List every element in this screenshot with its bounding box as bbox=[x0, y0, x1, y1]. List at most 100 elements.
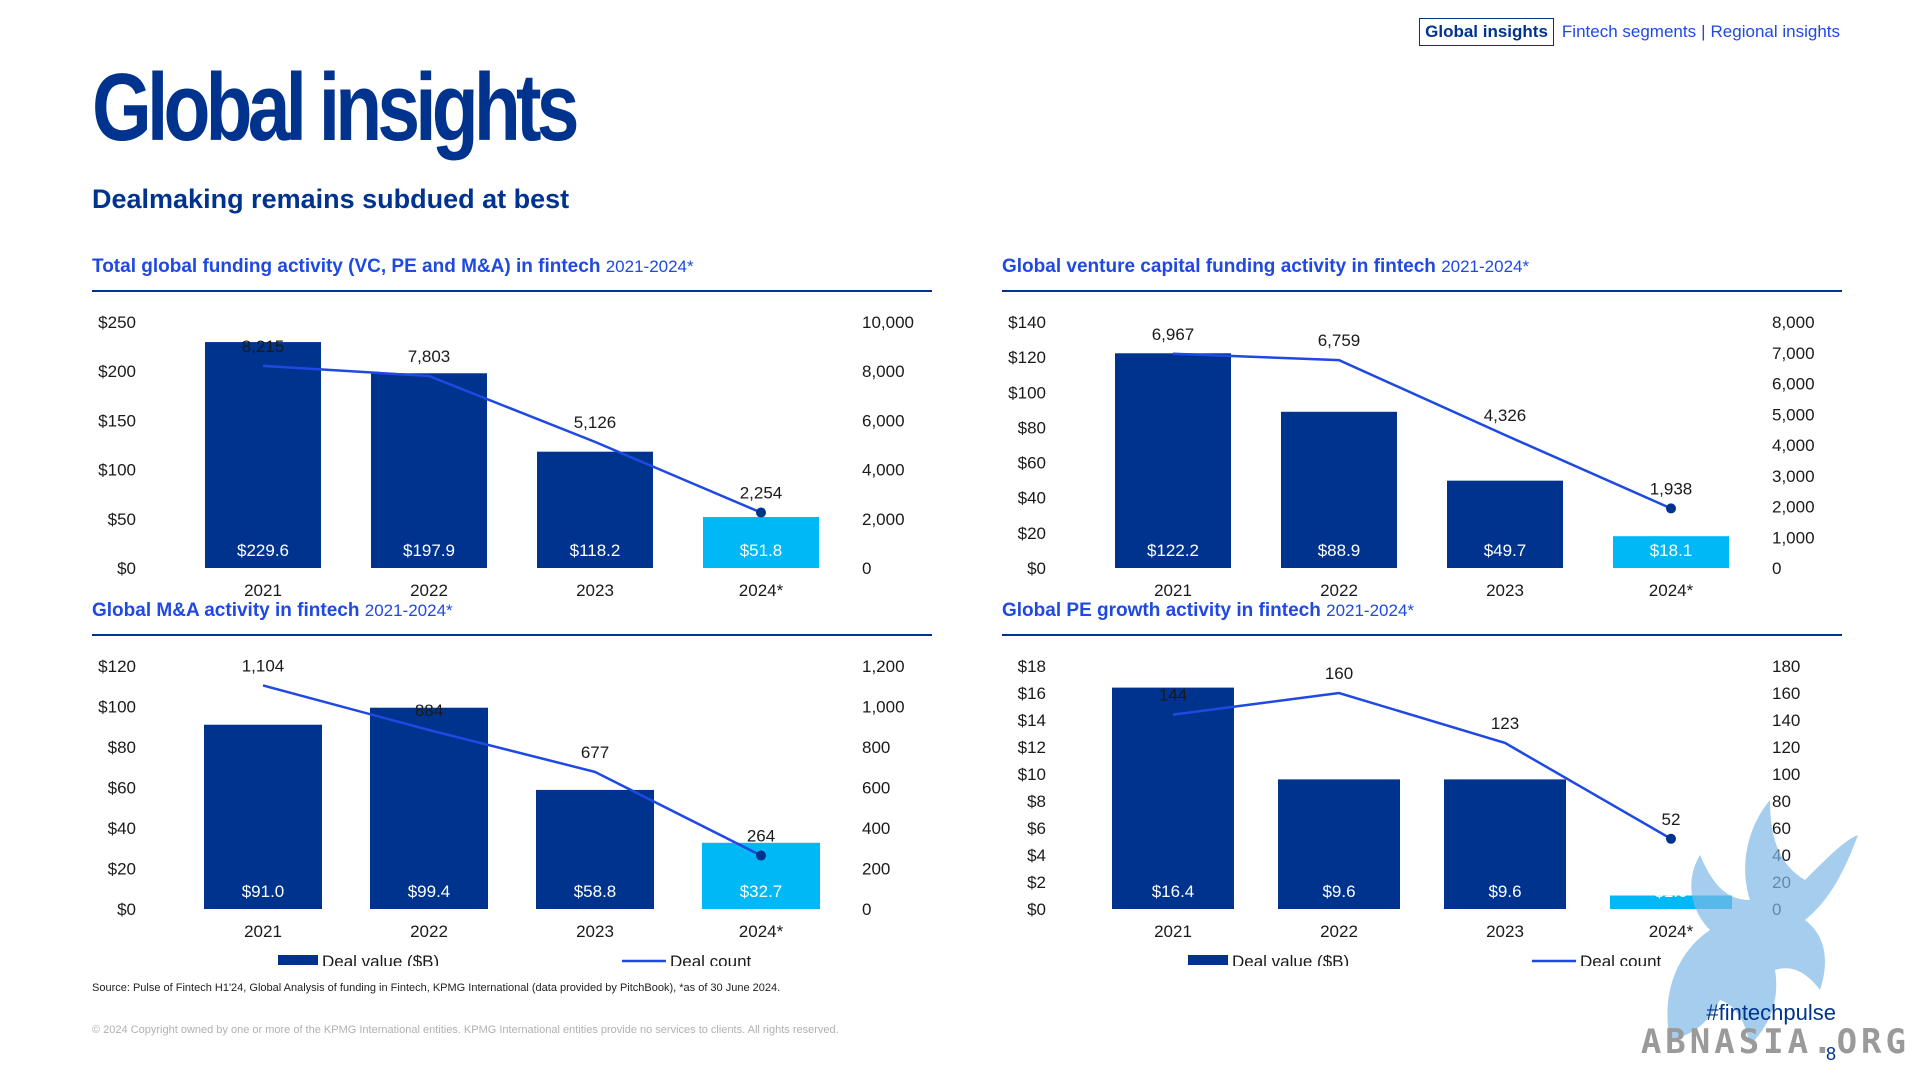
bar-value-label: $118.2 bbox=[570, 541, 621, 560]
x-tick-label: 2021 bbox=[244, 922, 282, 941]
nav-regional-insights[interactable]: Regional insights bbox=[1710, 22, 1840, 41]
chart-panel-vc-funding: Global venture capital funding activity … bbox=[1002, 256, 1842, 604]
deal-count-label: 160 bbox=[1325, 664, 1353, 683]
legend-swatch-deal-value bbox=[1188, 955, 1228, 965]
bar bbox=[1444, 779, 1566, 909]
nav-global-insights[interactable]: Global insights bbox=[1419, 18, 1554, 46]
copyright-note: © 2024 Copyright owned by one or more of… bbox=[92, 1024, 839, 1036]
y-tick-label: $60 bbox=[108, 779, 136, 798]
x-tick-label: 2022 bbox=[410, 922, 448, 941]
watermark-text: ABNASIA.ORG bbox=[1640, 1022, 1910, 1062]
bar-value-label: $99.4 bbox=[408, 882, 451, 901]
legend-label-deal-value: Deal value ($B) bbox=[1232, 952, 1349, 966]
legend-label-deal-count: Deal count bbox=[670, 952, 752, 966]
chart-title-text: Global PE growth activity in fintech bbox=[1002, 600, 1321, 621]
chart-panel-ma-activity: Global M&A activity in fintech 2021-2024… bbox=[92, 600, 932, 966]
x-tick-label: 2022 bbox=[1320, 581, 1358, 600]
deal-count-label: 7,803 bbox=[408, 347, 451, 366]
y2-tick-label: 60 bbox=[1772, 819, 1791, 838]
deal-count-label: 8,215 bbox=[242, 337, 285, 356]
y2-tick-label: 180 bbox=[1772, 657, 1800, 676]
y-tick-label: $40 bbox=[1018, 489, 1046, 508]
y-tick-label: $0 bbox=[117, 900, 136, 919]
chart-title: Global venture capital funding activity … bbox=[1002, 256, 1842, 282]
y-tick-label: $2 bbox=[1027, 873, 1046, 892]
y2-tick-label: 6,000 bbox=[862, 411, 905, 430]
y2-tick-label: 2,000 bbox=[862, 510, 905, 529]
deal-count-label: 123 bbox=[1491, 714, 1519, 733]
deal-count-line bbox=[1172, 691, 1672, 840]
deal-count-line bbox=[262, 684, 762, 857]
legend-swatch-deal-value bbox=[278, 955, 318, 965]
bar bbox=[703, 517, 819, 568]
bar bbox=[537, 451, 653, 568]
y2-tick-label: 400 bbox=[862, 819, 890, 838]
chart-title: Global M&A activity in fintech 2021-2024… bbox=[92, 600, 932, 626]
deal-count-point bbox=[1666, 503, 1676, 514]
y2-tick-label: 100 bbox=[1772, 765, 1800, 784]
chart-title-text: Total global funding activity (VC, PE an… bbox=[92, 256, 601, 277]
bar-value-label: $122.2 bbox=[1147, 541, 1199, 560]
y-tick-label: $12 bbox=[1018, 738, 1046, 757]
y2-tick-label: 600 bbox=[862, 779, 890, 798]
deal-count-label: 144 bbox=[1159, 686, 1187, 705]
chart-rule bbox=[92, 634, 932, 636]
y-tick-label: $140 bbox=[1008, 313, 1046, 332]
x-tick-label: 2023 bbox=[1486, 581, 1524, 600]
bar bbox=[1613, 536, 1729, 568]
bar-value-label: $18.1 bbox=[1650, 541, 1693, 560]
x-tick-label: 2023 bbox=[576, 922, 614, 941]
x-tick-label: 2021 bbox=[1154, 581, 1192, 600]
y-tick-label: $250 bbox=[98, 313, 136, 332]
y2-tick-label: 5,000 bbox=[1772, 405, 1815, 424]
x-tick-label: 2023 bbox=[1486, 922, 1524, 941]
deal-count-line bbox=[262, 364, 762, 514]
y2-tick-label: 800 bbox=[862, 738, 890, 757]
y2-tick-label: 4,000 bbox=[862, 461, 905, 480]
bar bbox=[1447, 480, 1563, 568]
x-tick-label: 2024* bbox=[739, 581, 784, 600]
source-note: Source: Pulse of Fintech H1'24, Global A… bbox=[92, 982, 781, 994]
chart-title: Total global funding activity (VC, PE an… bbox=[92, 256, 932, 282]
bar bbox=[204, 724, 322, 909]
y-tick-label: $80 bbox=[108, 738, 136, 757]
x-tick-label: 2023 bbox=[576, 581, 614, 600]
y-tick-label: $80 bbox=[1018, 418, 1046, 437]
bar-value-label: $51.8 bbox=[740, 541, 783, 560]
chart-vc-funding: $0 $20 $40 $60 $80 $100 $120 $140 0 1,000 2,000 3,0… bbox=[1008, 313, 1815, 600]
bar-value-label: $49.7 bbox=[1484, 541, 1527, 560]
y-tick-label: $200 bbox=[98, 362, 136, 381]
chart-rule bbox=[1002, 290, 1842, 292]
y-tick-label: $50 bbox=[108, 510, 136, 529]
deal-count-point bbox=[756, 850, 766, 861]
bar-value-label: $58.8 bbox=[574, 882, 617, 901]
y2-tick-label: 140 bbox=[1772, 711, 1800, 730]
y-tick-label: $40 bbox=[108, 819, 136, 838]
y2-tick-label: 1,000 bbox=[1772, 528, 1815, 547]
page-subtitle: Dealmaking remains subdued at best bbox=[92, 184, 570, 214]
deal-count-label: 884 bbox=[415, 701, 443, 720]
bar bbox=[1112, 687, 1234, 909]
section-nav: Global insights Fintech segments | Regio… bbox=[1419, 18, 1840, 46]
nav-fintech-segments[interactable]: Fintech segments bbox=[1561, 22, 1697, 41]
bar-value-label: $16.4 bbox=[1152, 882, 1195, 901]
y-tick-label: $120 bbox=[1008, 348, 1046, 367]
page-title: Global insights bbox=[92, 54, 580, 161]
bar bbox=[536, 789, 654, 909]
chart-title-years: 2021-2024* bbox=[1326, 601, 1415, 620]
chart-title-years: 2021-2024* bbox=[1441, 257, 1530, 276]
y-tick-label: $20 bbox=[108, 860, 136, 879]
y2-tick-label: 2,000 bbox=[1772, 498, 1815, 517]
x-tick-label: 2021 bbox=[244, 581, 282, 600]
deal-count-label: 677 bbox=[581, 743, 609, 762]
chart-panel-total-funding: Total global funding activity (VC, PE an… bbox=[92, 256, 932, 604]
y-tick-label: $20 bbox=[1018, 524, 1046, 543]
legend-label-deal-value: Deal value ($B) bbox=[322, 952, 439, 966]
deal-count-label: 264 bbox=[747, 827, 775, 846]
bar bbox=[205, 342, 321, 568]
y2-tick-label: 6,000 bbox=[1772, 375, 1815, 394]
nav-separator: | bbox=[1701, 22, 1706, 41]
deal-count-label: 4,326 bbox=[1484, 406, 1527, 425]
griffin-logo-icon bbox=[1667, 800, 1858, 1045]
hashtag: #fintechpulse bbox=[1706, 1000, 1836, 1025]
